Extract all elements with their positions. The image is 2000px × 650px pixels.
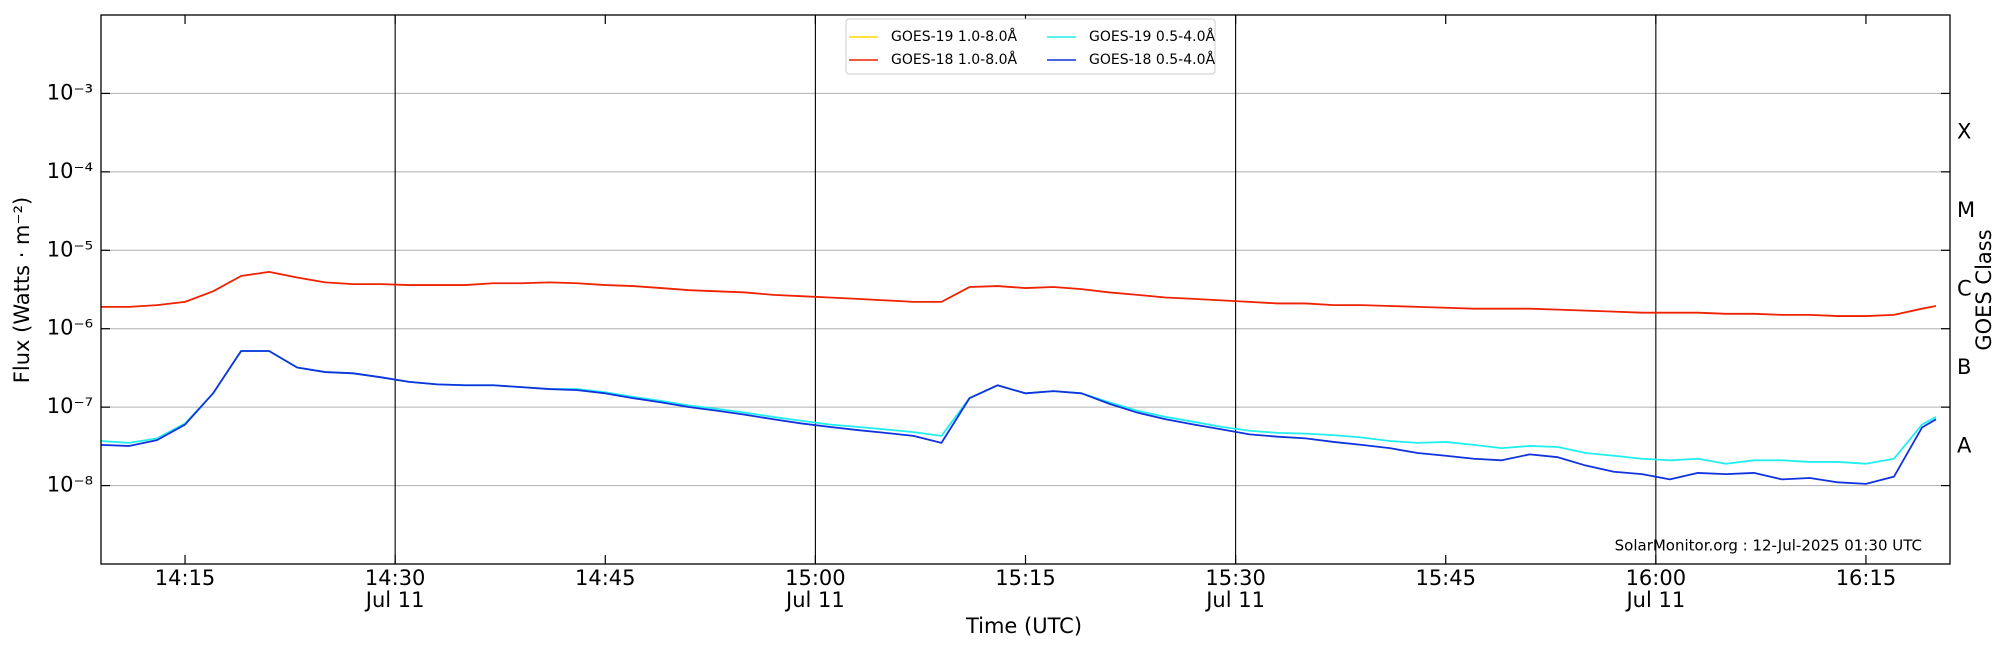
x-tick-label: 15:30 [1205,566,1266,590]
x-tick-label: 15:00 [785,566,846,590]
y-tick-label: 10⁻⁸ [47,473,93,497]
legend-box [845,18,1216,75]
legend-label: GOES-19 0.5-4.0Å [1089,28,1215,45]
y2-tick-label: B [1957,355,1971,379]
y2-tick-label: C [1957,277,1972,301]
plot-area [100,15,1950,564]
y-tick-label: 10⁻⁵ [47,237,93,261]
annotation: SolarMonitor.org : 12-Jul-2025 01:30 UTC [1615,537,1922,555]
x-tick-label: 14:15 [155,566,216,590]
y-tick-label: 10⁻⁶ [47,316,93,340]
y2-tick-label: M [1957,198,1975,222]
x-tick-date: Jul 11 [364,588,425,612]
legend-label: GOES-18 0.5-4.0Å [1089,51,1215,68]
y2-axis-label: GOES Class [1972,229,1996,350]
x-tick-label: 14:30 [365,566,426,590]
x-tick-label: 16:15 [1836,566,1897,590]
y-tick-label: 10⁻³ [47,80,93,104]
y2-tick-label: A [1957,433,1972,457]
x-tick-date: Jul 11 [784,588,845,612]
y-axis-label: Flux (Watts · m⁻²) [10,197,34,383]
y-tick-label: 10⁻⁴ [47,159,93,183]
x-tick-label: 14:45 [575,566,636,590]
y-tick-label: 10⁻⁷ [47,394,93,418]
legend-label: GOES-18 1.0-8.0Å [891,51,1017,68]
y2-tick-label: X [1957,120,1971,144]
x-tick-label: 15:15 [995,566,1056,590]
x-tick-date: Jul 11 [1204,588,1265,612]
legend-label: GOES-19 1.0-8.0Å [891,28,1017,45]
x-axis-label: Time (UTC) [965,614,1082,638]
x-tick-label: 16:00 [1626,566,1687,590]
x-tick-date: Jul 11 [1624,588,1685,612]
series-line [101,271,1937,317]
x-tick-label: 15:45 [1415,566,1476,590]
series-line [100,350,1937,485]
